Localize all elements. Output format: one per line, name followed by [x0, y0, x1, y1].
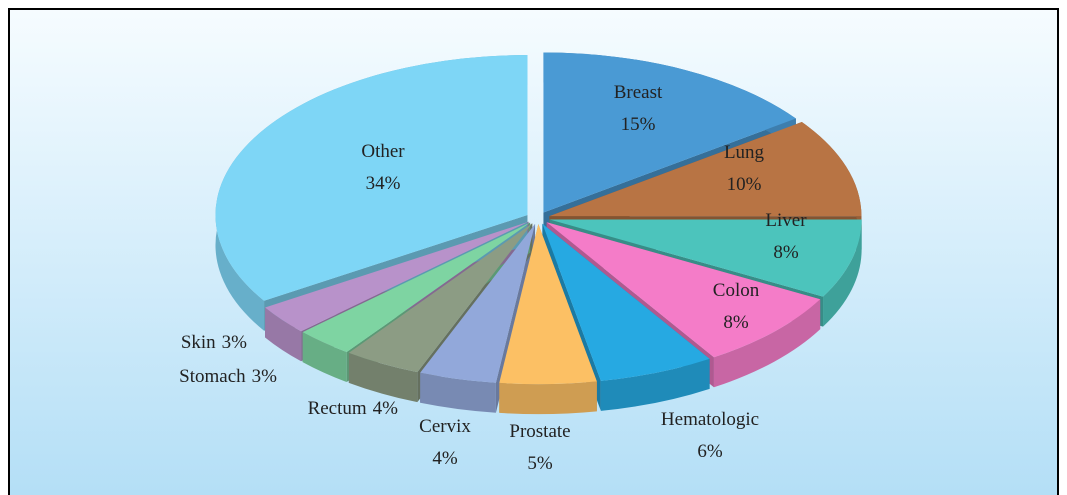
slice-label: Liver 8%	[765, 210, 807, 263]
value-label: 34%	[366, 173, 401, 194]
value-label: 8%	[773, 242, 799, 263]
slice	[265, 221, 529, 332]
slice	[542, 223, 710, 381]
value-label: 6%	[697, 441, 723, 462]
slice-label: Hematologic 6%	[661, 409, 759, 462]
slice-label: Colon 8%	[713, 280, 760, 333]
slice	[302, 222, 531, 353]
slice	[215, 55, 528, 301]
slice-label: Cervix 4%	[419, 416, 471, 469]
value-label: 5%	[527, 453, 553, 474]
slice-tops	[215, 52, 862, 385]
slice	[543, 52, 796, 213]
slice-label: Rectum 4%	[308, 398, 399, 419]
slice	[420, 223, 536, 383]
category-label: Prostate	[509, 421, 570, 442]
labels: Breast 15% Lung 10%Liver 8% Colon 8% Hematologi…	[179, 82, 807, 474]
category-label: Breast	[614, 82, 663, 103]
slice	[499, 224, 597, 385]
value-label: 4%	[373, 398, 399, 419]
slice-label: Stomach 3%	[179, 366, 277, 387]
value-label: 15%	[621, 114, 656, 135]
slice	[549, 219, 862, 297]
category-label: Cervix	[419, 416, 471, 437]
slice-label: Prostate 5%	[509, 421, 570, 474]
slice-side	[713, 299, 821, 388]
value-label: 8%	[723, 312, 749, 333]
slice-side	[499, 381, 597, 415]
slice-label: Lung 10%	[724, 142, 765, 195]
value-label: 4%	[432, 448, 458, 469]
slice-side	[348, 352, 418, 403]
category-label: Other	[361, 141, 405, 162]
category-label: Hematologic	[661, 409, 759, 430]
category-label: Rectum	[308, 398, 367, 419]
slice-side	[823, 219, 862, 327]
slice	[549, 122, 862, 217]
slice	[348, 223, 533, 373]
category-label: Stomach	[179, 366, 246, 387]
value-label: 3%	[252, 366, 278, 387]
slice-side	[302, 332, 347, 383]
value-label: 10%	[727, 174, 762, 195]
slice-label: Other 34%	[361, 141, 405, 194]
slice	[546, 222, 821, 358]
slice-label: Breast 15%	[614, 82, 663, 135]
slice-label: Skin 3%	[181, 332, 247, 353]
category-label: Colon	[713, 280, 760, 301]
slice-side	[265, 307, 302, 362]
category-label: Lung	[724, 142, 765, 163]
slice-side	[600, 358, 710, 411]
value-label: 3%	[222, 332, 248, 353]
slice-side	[420, 372, 496, 413]
category-label: Liver	[765, 210, 807, 231]
category-label: Skin	[181, 332, 216, 353]
